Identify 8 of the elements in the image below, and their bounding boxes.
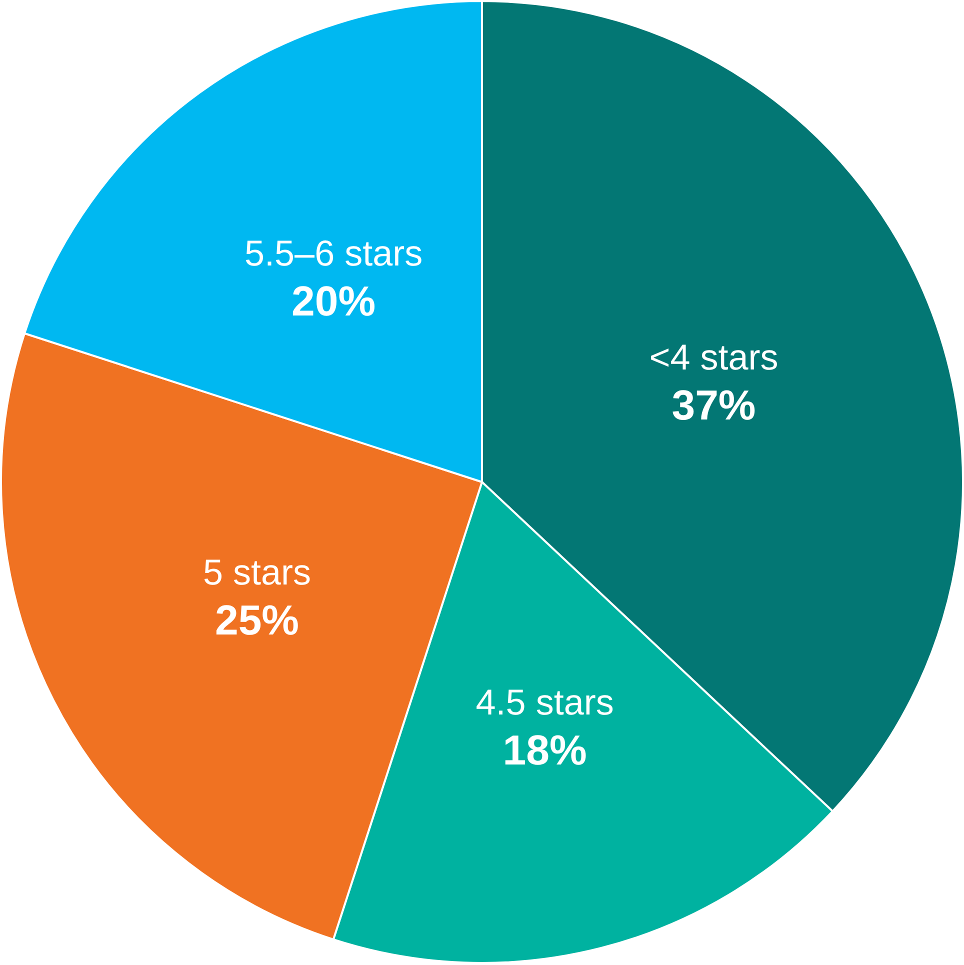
data-label: 20%	[292, 278, 376, 325]
slice-label: 5.5–6 stars	[244, 232, 423, 274]
data-label: 18%	[502, 726, 587, 774]
slice-label: 4.5 stars	[476, 682, 614, 723]
data-label: 25%	[214, 596, 300, 644]
slice-label: 5 stars	[202, 552, 312, 593]
slice-label: <4 stars	[649, 336, 778, 378]
data-label: 37%	[672, 382, 756, 429]
